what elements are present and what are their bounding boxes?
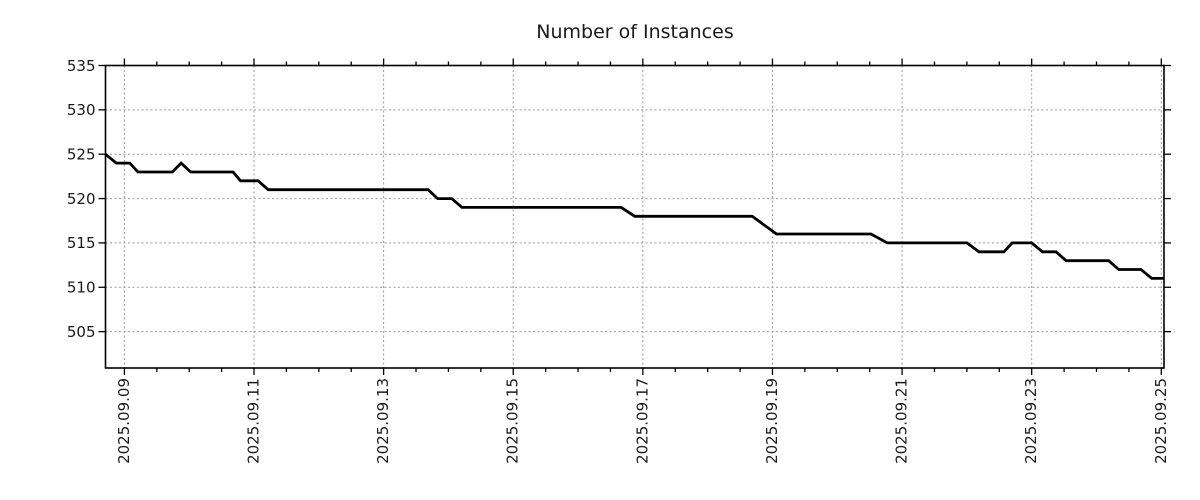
chart-title: Number of Instances — [536, 21, 733, 43]
series-layer — [104, 153, 1164, 280]
y-tick-label: 530 — [67, 101, 96, 119]
series-line — [104, 153, 1164, 280]
y-tick-label: 520 — [67, 190, 96, 208]
x-tick-label: 2025.09.19 — [763, 378, 781, 464]
x-tick-label: 2025.09.11 — [245, 378, 263, 464]
x-tick-label: 2025.09.15 — [504, 378, 522, 464]
x-tick-label: 2025.09.17 — [633, 378, 651, 464]
y-tick-label: 535 — [67, 57, 96, 75]
y-tick-label: 525 — [67, 145, 96, 163]
y-tick-label: 515 — [67, 234, 96, 252]
x-tick-label: 2025.09.23 — [1022, 378, 1040, 464]
x-tick-label: 2025.09.25 — [1152, 378, 1170, 464]
ticks — [98, 58, 1171, 375]
y-tick-label: 505 — [67, 323, 96, 341]
x-tick-label: 2025.09.21 — [893, 378, 911, 464]
tick-labels: 505 510 515 520 525 530 535 2025.09.09 2025.09.1… — [67, 57, 1170, 464]
y-tick-label: 510 — [67, 279, 96, 297]
x-tick-label: 2025.09.13 — [374, 378, 392, 464]
axes-frame — [104, 64, 1165, 369]
x-tick-label: 2025.09.09 — [115, 378, 133, 464]
plot-border — [104, 64, 1165, 369]
